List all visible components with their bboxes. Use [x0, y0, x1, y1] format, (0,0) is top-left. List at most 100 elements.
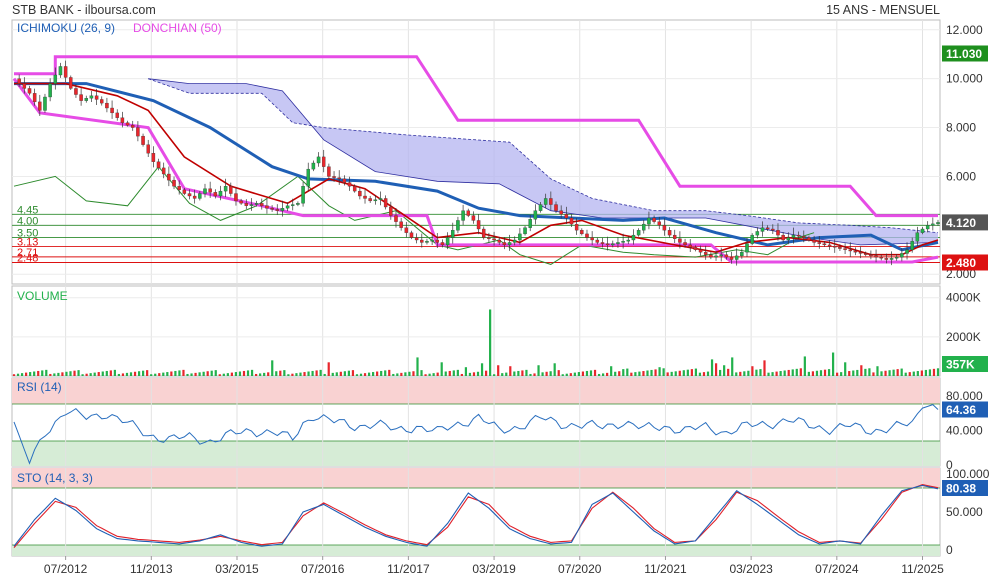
candle — [750, 233, 754, 246]
candle-body — [198, 193, 202, 199]
rsi-line — [13, 404, 939, 465]
volume-bar — [783, 370, 786, 376]
candle-body — [626, 239, 631, 242]
candle — [177, 180, 181, 195]
candle-body — [337, 177, 341, 180]
candle-body — [399, 221, 403, 228]
candle-body — [559, 210, 563, 215]
volume-bar — [97, 372, 100, 376]
candle-body — [672, 234, 677, 239]
volume-bar — [811, 371, 815, 376]
candle — [657, 216, 661, 230]
candle — [172, 176, 176, 190]
candle — [32, 88, 37, 106]
candle-body — [151, 153, 156, 162]
volume-bar — [420, 370, 423, 376]
candle-body — [621, 241, 625, 243]
price-badge-label: 2.480 — [946, 256, 976, 270]
candle-body — [543, 198, 548, 205]
level-label: 4.00 — [17, 215, 38, 227]
candle — [58, 62, 63, 78]
ichimoku-cloud — [148, 78, 938, 245]
volume-bar — [363, 373, 367, 376]
volume-bar — [299, 372, 302, 376]
candle-body — [528, 219, 532, 228]
candle-body — [605, 243, 610, 246]
volume-bar — [638, 371, 641, 376]
candle — [296, 201, 300, 207]
candle-body — [802, 236, 806, 238]
volume-bar — [759, 369, 762, 376]
candle — [554, 201, 558, 214]
volume-bar — [384, 370, 387, 376]
candle — [688, 239, 692, 253]
volume-bar — [928, 369, 932, 376]
volume-bar — [618, 371, 621, 376]
candle-body — [827, 244, 832, 247]
candle — [848, 242, 852, 258]
candle — [900, 248, 904, 262]
candle-body — [115, 112, 119, 118]
candle — [605, 236, 610, 251]
volume-bar — [739, 371, 742, 376]
candle-body — [172, 179, 176, 187]
volume-bar — [614, 371, 617, 376]
volume-bar — [755, 369, 758, 376]
chart-source-title: STB BANK - ilboursa.com — [12, 3, 156, 17]
volume-bar — [597, 373, 601, 376]
candle-body — [213, 192, 218, 197]
candle-body — [843, 248, 847, 250]
x-tick-label: 03/2019 — [472, 562, 516, 576]
candle — [435, 233, 440, 249]
candle — [156, 158, 161, 171]
volume-bar — [351, 370, 355, 376]
volume-bar — [162, 372, 165, 376]
volume-bar — [541, 372, 544, 376]
candle — [440, 239, 445, 248]
candle-body — [445, 237, 450, 246]
sto-panel: 100.000 50.000 0 80.38 STO (14, 3, 3) — [11, 467, 990, 557]
candle — [270, 205, 274, 212]
price-badge-bg — [942, 45, 988, 62]
volume-bar — [880, 371, 883, 376]
volume-bar — [246, 370, 250, 376]
candle — [161, 162, 166, 179]
y-tick-label: 10.000 — [946, 72, 983, 86]
volume-bar — [489, 309, 492, 376]
candle — [301, 182, 305, 207]
volume-bar — [565, 373, 568, 376]
candle-body — [724, 254, 729, 258]
candle — [151, 146, 156, 168]
candle-body — [487, 237, 491, 239]
volume-bar — [460, 373, 463, 376]
volume-bar — [339, 371, 342, 376]
volume-bar — [287, 374, 290, 376]
candle-body — [466, 210, 470, 216]
volume-bar — [323, 373, 326, 376]
candle — [260, 198, 264, 210]
volume-bar — [670, 371, 673, 376]
candle-body — [574, 223, 579, 231]
candle-body — [177, 186, 181, 191]
volume-bar — [662, 368, 665, 376]
candle — [642, 219, 646, 234]
candle-body — [296, 203, 300, 205]
volume-bar — [896, 369, 899, 376]
volume-bar — [630, 372, 633, 376]
candle — [559, 205, 563, 219]
volume-bar — [836, 372, 839, 376]
volume-bar — [234, 372, 238, 376]
volume-bar — [335, 372, 338, 376]
volume-bar — [182, 369, 185, 376]
candle — [420, 233, 424, 248]
candle-body — [38, 101, 42, 111]
candle-body — [383, 198, 388, 208]
candle — [373, 194, 378, 205]
volume-bar — [606, 372, 609, 376]
candle-body — [363, 195, 367, 199]
volume-bar — [775, 371, 778, 376]
candle — [425, 238, 429, 245]
candle-body — [234, 193, 238, 202]
legend-ichimoku: ICHIMOKU (26, 9) — [17, 21, 115, 35]
